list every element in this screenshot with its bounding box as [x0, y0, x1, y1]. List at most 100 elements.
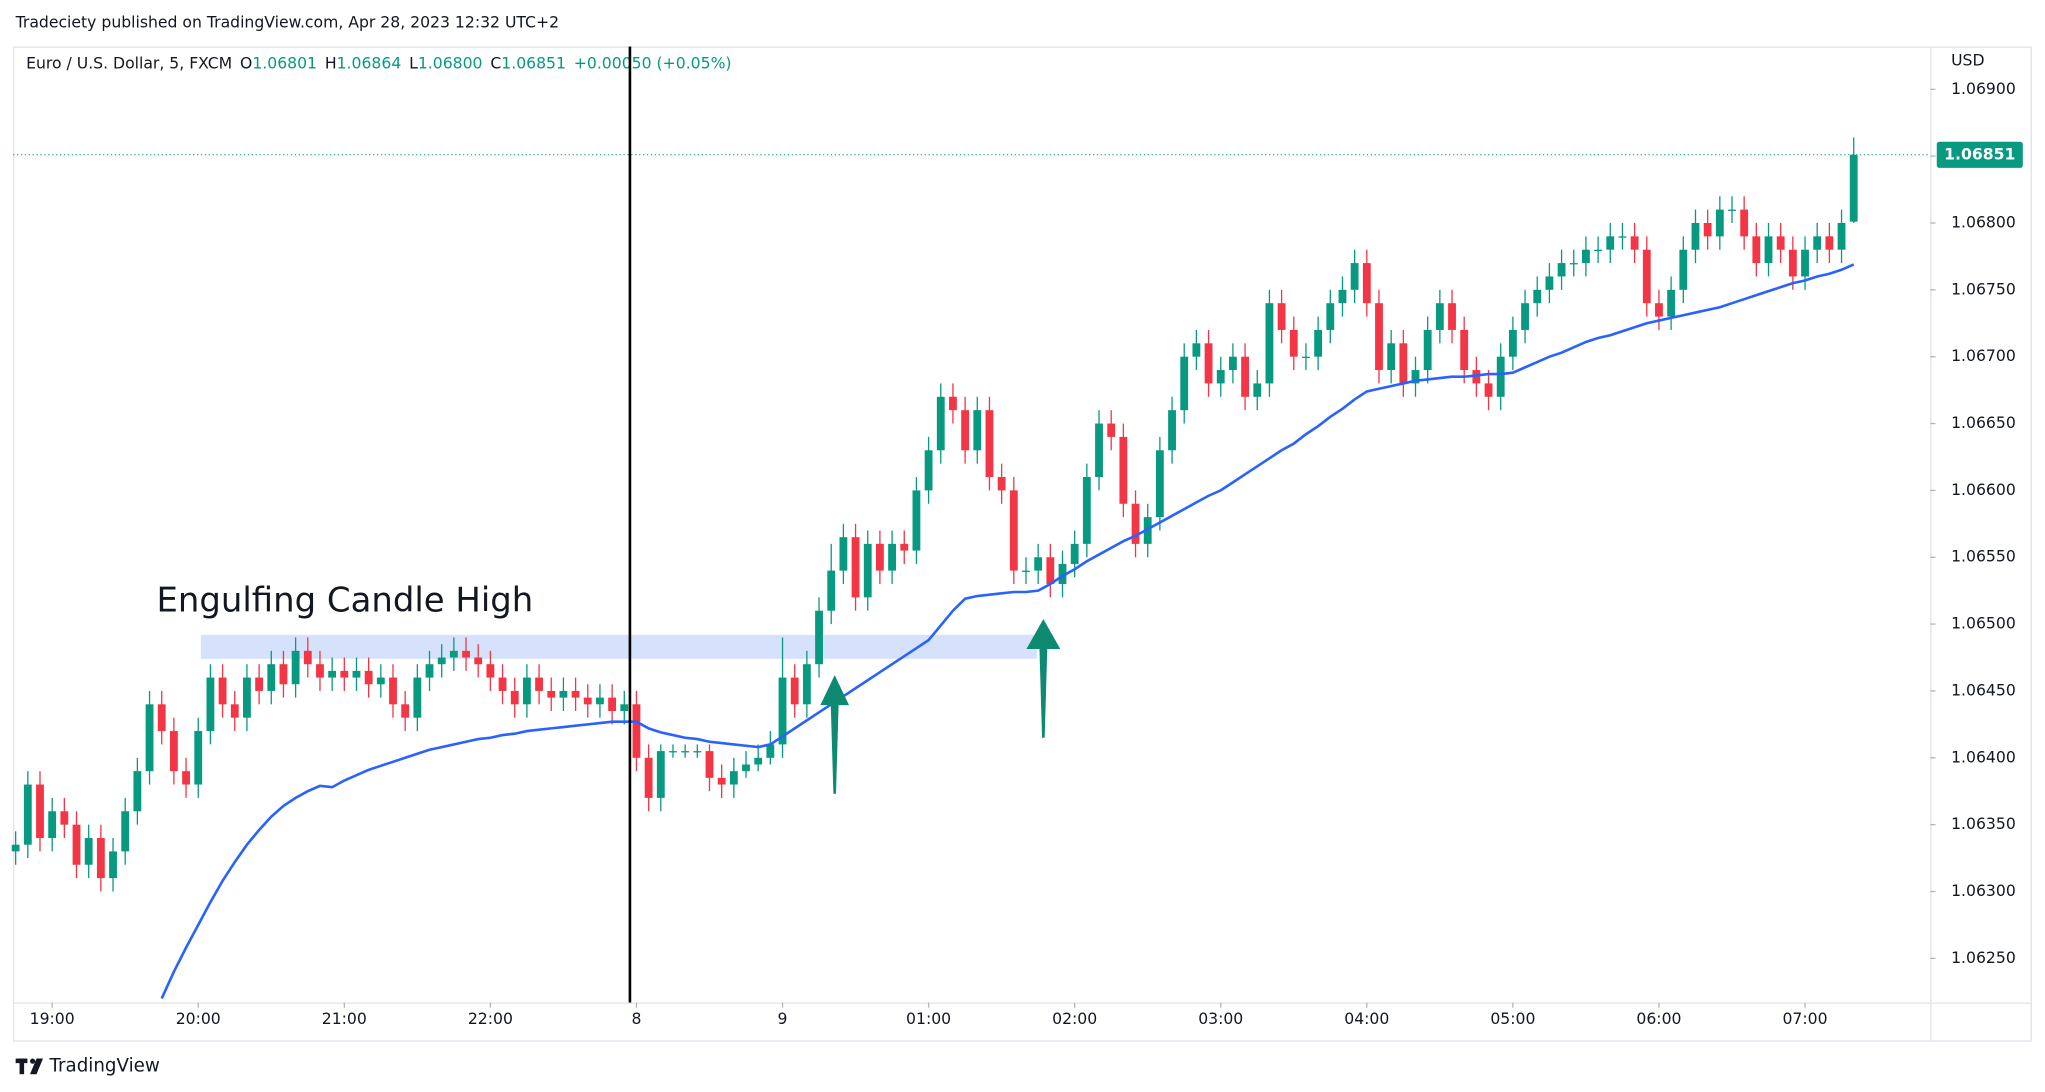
logo-shape [29, 1058, 36, 1064]
candle-body [742, 764, 750, 772]
y-tick-label: 1.06350 [1951, 814, 2016, 833]
x-tick-label: 8 [631, 1009, 641, 1028]
publisher: Tradeciety published on TradingView.com,… [15, 13, 559, 32]
candle-body [596, 697, 604, 705]
candle-body [23, 784, 32, 845]
candle-body [486, 664, 495, 678]
candle-body [1667, 289, 1676, 317]
candle-body [644, 757, 653, 798]
candle-body [729, 771, 738, 785]
candle-body [961, 410, 970, 451]
last-price-box [1936, 141, 2023, 168]
candle-body [1813, 236, 1822, 250]
candle-body [754, 757, 763, 765]
ohlc-key: C [490, 53, 501, 72]
candle-body [1521, 303, 1529, 330]
candle-body [96, 838, 105, 879]
candle-body [571, 690, 580, 698]
candle-body [401, 704, 410, 718]
candle-body [352, 670, 361, 678]
plot-layer: 1.06250 1.06300 1.06350 1.06400 1.06450 1.065… [11, 79, 2016, 1028]
change: +0.00050 (+0.05%) [574, 53, 732, 72]
candle-body [510, 690, 519, 705]
logo-shape [29, 1058, 44, 1075]
candle-body [1155, 450, 1164, 518]
candle-body [1314, 329, 1323, 357]
y-tick-label: 1.06750 [1951, 279, 2016, 298]
candle-body [1460, 329, 1469, 371]
x-tick-label: 03:00 [1198, 1009, 1243, 1028]
candle-body [790, 677, 799, 705]
candle-body [1180, 356, 1189, 411]
ohlc-value: 1.06851 [501, 53, 566, 72]
candle-body [1825, 236, 1834, 250]
candle-body [1691, 222, 1700, 250]
y-tick-label: 1.06600 [1951, 480, 2016, 499]
candle-body [632, 704, 641, 758]
candle-body [1168, 410, 1176, 451]
candle-body [1070, 543, 1079, 564]
x-tick-label: 04:00 [1344, 1009, 1389, 1028]
candle-body [279, 664, 288, 685]
candle-body [72, 824, 81, 865]
arrow [1026, 619, 1061, 738]
candle-body [449, 650, 458, 658]
candle-body [109, 851, 117, 879]
arrow [820, 675, 850, 794]
candle-body [802, 664, 811, 705]
candle-body [669, 751, 677, 753]
candle-body [778, 677, 787, 745]
candle-body [437, 657, 446, 665]
candle-body [474, 657, 483, 665]
candle-body [425, 664, 434, 678]
candle-body [535, 677, 543, 691]
candle-body [1776, 236, 1785, 250]
candle-body [1801, 249, 1809, 277]
candle-body [620, 704, 629, 711]
candle-body [924, 450, 933, 491]
candle-body [1533, 289, 1542, 304]
candle-body [1703, 222, 1712, 237]
candle-body [851, 537, 860, 598]
symbol: Euro / U.S. Dollar, 5, FXCM [26, 53, 232, 72]
candle-body [36, 784, 44, 839]
candle-body [681, 751, 690, 753]
candle-body [717, 777, 726, 785]
candle-body [1448, 303, 1456, 330]
candle-body [1679, 249, 1688, 290]
candle-body [705, 751, 714, 778]
candle-body [1849, 154, 1858, 222]
candle-body [949, 396, 957, 411]
candle-body [462, 650, 470, 658]
x-tick-label: 9 [778, 1009, 788, 1028]
candle-body [230, 704, 239, 718]
candle-body [1362, 263, 1371, 304]
candle-body [1435, 303, 1444, 330]
candle-body [1508, 329, 1517, 357]
last-price-label: 1.06851 [1944, 144, 2015, 163]
candle-body [1387, 343, 1396, 371]
candle-body [1058, 563, 1067, 584]
y-tick-label: 1.06450 [1951, 680, 2016, 699]
candle-body [693, 751, 702, 753]
candle-body [1399, 343, 1408, 384]
x-tick-label: 01:00 [906, 1009, 951, 1028]
y-tick-label: 1.06900 [1951, 79, 2016, 98]
candle-body [1655, 303, 1663, 317]
candle-body [1582, 249, 1590, 264]
candle-body [912, 490, 921, 551]
candle-body [1095, 423, 1103, 478]
moving-average [160, 263, 1855, 999]
candle-body [583, 697, 592, 705]
candle-body [1642, 249, 1651, 304]
x-tick-label: 02:00 [1052, 1009, 1097, 1028]
candle-body [194, 731, 203, 785]
candle-body [1009, 490, 1018, 571]
candle-body [608, 697, 617, 711]
candle-body [413, 677, 422, 718]
candle-body [1216, 370, 1225, 384]
y-tick-label: 1.06300 [1951, 881, 2016, 900]
last-price-badge: 1.06851 [1936, 141, 2023, 168]
candle-body [1131, 503, 1140, 544]
candle-body [815, 610, 823, 665]
